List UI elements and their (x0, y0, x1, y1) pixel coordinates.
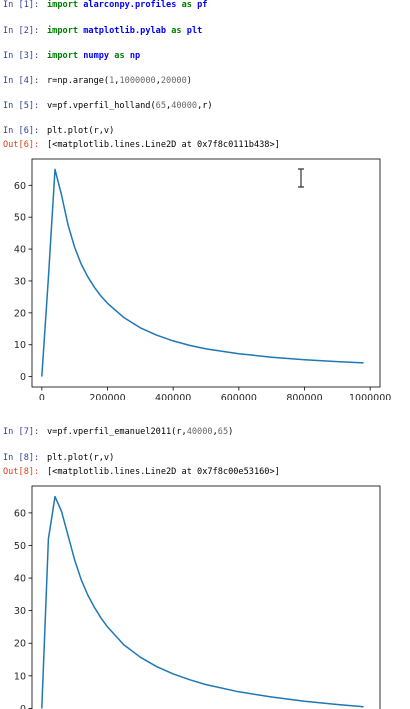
y-tick-label: 60 (14, 181, 26, 192)
code-token: 65 (217, 427, 229, 437)
code-token: plt (186, 26, 203, 36)
series-line (41, 168, 364, 377)
y-tick-label: 20 (14, 639, 26, 650)
code-token: as (181, 0, 192, 10)
code-token: ) (186, 76, 192, 86)
input-prompt: In [7]: (3, 427, 40, 437)
x-tick-label: 600000 (221, 393, 257, 400)
x-tick-label: 800000 (286, 393, 322, 400)
code-token: v=pf.vperfil_holland( (47, 101, 156, 111)
code-token: plt.plot(r,v) (47, 126, 115, 136)
input-prompt: In [2]: (3, 26, 40, 36)
y-tick-label: 10 (14, 340, 26, 351)
code-token: 40000 (171, 101, 198, 111)
y-tick-label: 60 (14, 508, 26, 519)
output-prompt: Out[8]: (3, 467, 40, 477)
output-prompt: Out[6]: (3, 140, 40, 150)
code-token: as (114, 51, 125, 61)
x-tick-label: 0 (39, 393, 45, 400)
code-cell-4[interactable]: In [4]: r=np.arange(1,1000000,20000) (0, 74, 410, 88)
y-tick-label: 40 (14, 574, 26, 585)
output-cell-10: Out[8]: [<matplotlib.lines.Line2D at 0x7f… (0, 465, 410, 479)
plot-frame (31, 485, 381, 709)
x-tick-label: 400000 (155, 393, 191, 400)
code-token: plt.plot(r,v) (47, 453, 115, 463)
code-token: , (155, 76, 161, 86)
input-prompt: In [5]: (3, 101, 40, 111)
code-token: 20000 (160, 76, 187, 86)
code-token: 1 (109, 76, 115, 86)
plot-frame (31, 158, 381, 388)
code-token: 65 (155, 101, 167, 111)
y-tick-label: 10 (14, 671, 26, 682)
code-token: pf (197, 0, 208, 10)
y-tick-label: 30 (14, 606, 26, 617)
x-tick-label: 1000000 (349, 393, 391, 400)
code-token: ) (228, 427, 234, 437)
code-token: np (129, 51, 141, 61)
series-line (41, 495, 364, 709)
code-token: , (114, 76, 120, 86)
code-token: 40000 (186, 427, 213, 437)
y-tick-label: 30 (14, 276, 26, 287)
code-token: , (166, 101, 172, 111)
code-token: import (47, 0, 79, 10)
input-prompt: In [3]: (3, 51, 40, 61)
input-prompt: In [6]: (3, 126, 40, 136)
code-token: matplotlib.pylab (83, 26, 167, 36)
y-tick-label: 50 (14, 541, 26, 552)
code-token: , (212, 427, 218, 437)
x-tick-label: 200000 (89, 393, 125, 400)
code-token: numpy (83, 51, 110, 61)
code-token: v=pf.vperfil_emanuel2011(r, (47, 427, 187, 437)
input-prompt: In [1]: (3, 0, 40, 10)
text-cursor-icon (298, 168, 304, 188)
code-cell-9[interactable]: In [8]: plt.plot(r,v) (0, 451, 410, 465)
code-cell-5[interactable]: In [5]: v=pf.vperfil_holland(65,40000,r) (0, 99, 410, 113)
input-prompt: In [4]: (3, 76, 40, 86)
plot-output-1: 0 10 20 30 40 50 60 0 200000 400000 600000 800000 10… (14, 158, 391, 400)
code-token: 1000000 (119, 76, 156, 86)
output-cell-7: Out[6]: [<matplotlib.lines.Line2D at 0x7f… (0, 138, 410, 152)
plot-output-2: 0 10 20 30 40 50 60 (14, 485, 381, 709)
code-cell-2[interactable]: In [2]: import matplotlib.pylab as plt (0, 24, 410, 38)
code-token: import (47, 26, 79, 36)
y-tick-label: 0 (20, 372, 26, 383)
code-cell-1[interactable]: In [1]: import alarconpy.profiles as pf (0, 0, 410, 12)
y-tick-label: 20 (14, 308, 26, 319)
code-token: [<matplotlib.lines.Line2D at 0x7f8c00e53… (47, 467, 280, 477)
code-cell-6[interactable]: In [6]: plt.plot(r,v) (0, 124, 410, 138)
y-tick-label: 50 (14, 213, 26, 224)
code-token: import (47, 51, 79, 61)
code-token: ,r) (197, 101, 213, 111)
y-tick-label: 0 (20, 704, 26, 709)
code-cell-8[interactable]: In [7]: v=pf.vperfil_emanuel2011(r,40000,… (0, 425, 410, 439)
code-cell-3[interactable]: In [3]: import numpy as np (0, 49, 410, 63)
input-prompt: In [8]: (3, 453, 40, 463)
code-token: r=np.arange( (47, 76, 110, 86)
code-token: as (171, 26, 182, 36)
code-token: alarconpy.profiles (83, 0, 177, 10)
y-tick-label: 40 (14, 245, 26, 256)
code-token: [<matplotlib.lines.Line2D at 0x7f8c0111b… (47, 140, 280, 150)
